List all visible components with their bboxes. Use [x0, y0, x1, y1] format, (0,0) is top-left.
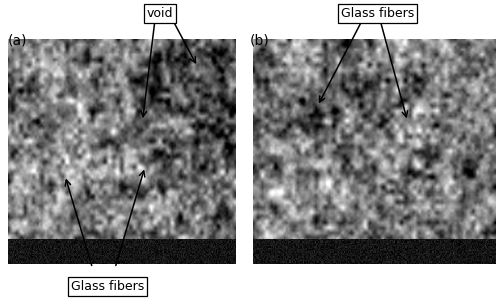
- Text: (b): (b): [250, 33, 270, 47]
- Text: Glass fibers: Glass fibers: [71, 280, 144, 293]
- Text: Glass fibers: Glass fibers: [341, 7, 414, 20]
- Text: (a): (a): [8, 33, 27, 47]
- Text: void: void: [147, 7, 174, 20]
